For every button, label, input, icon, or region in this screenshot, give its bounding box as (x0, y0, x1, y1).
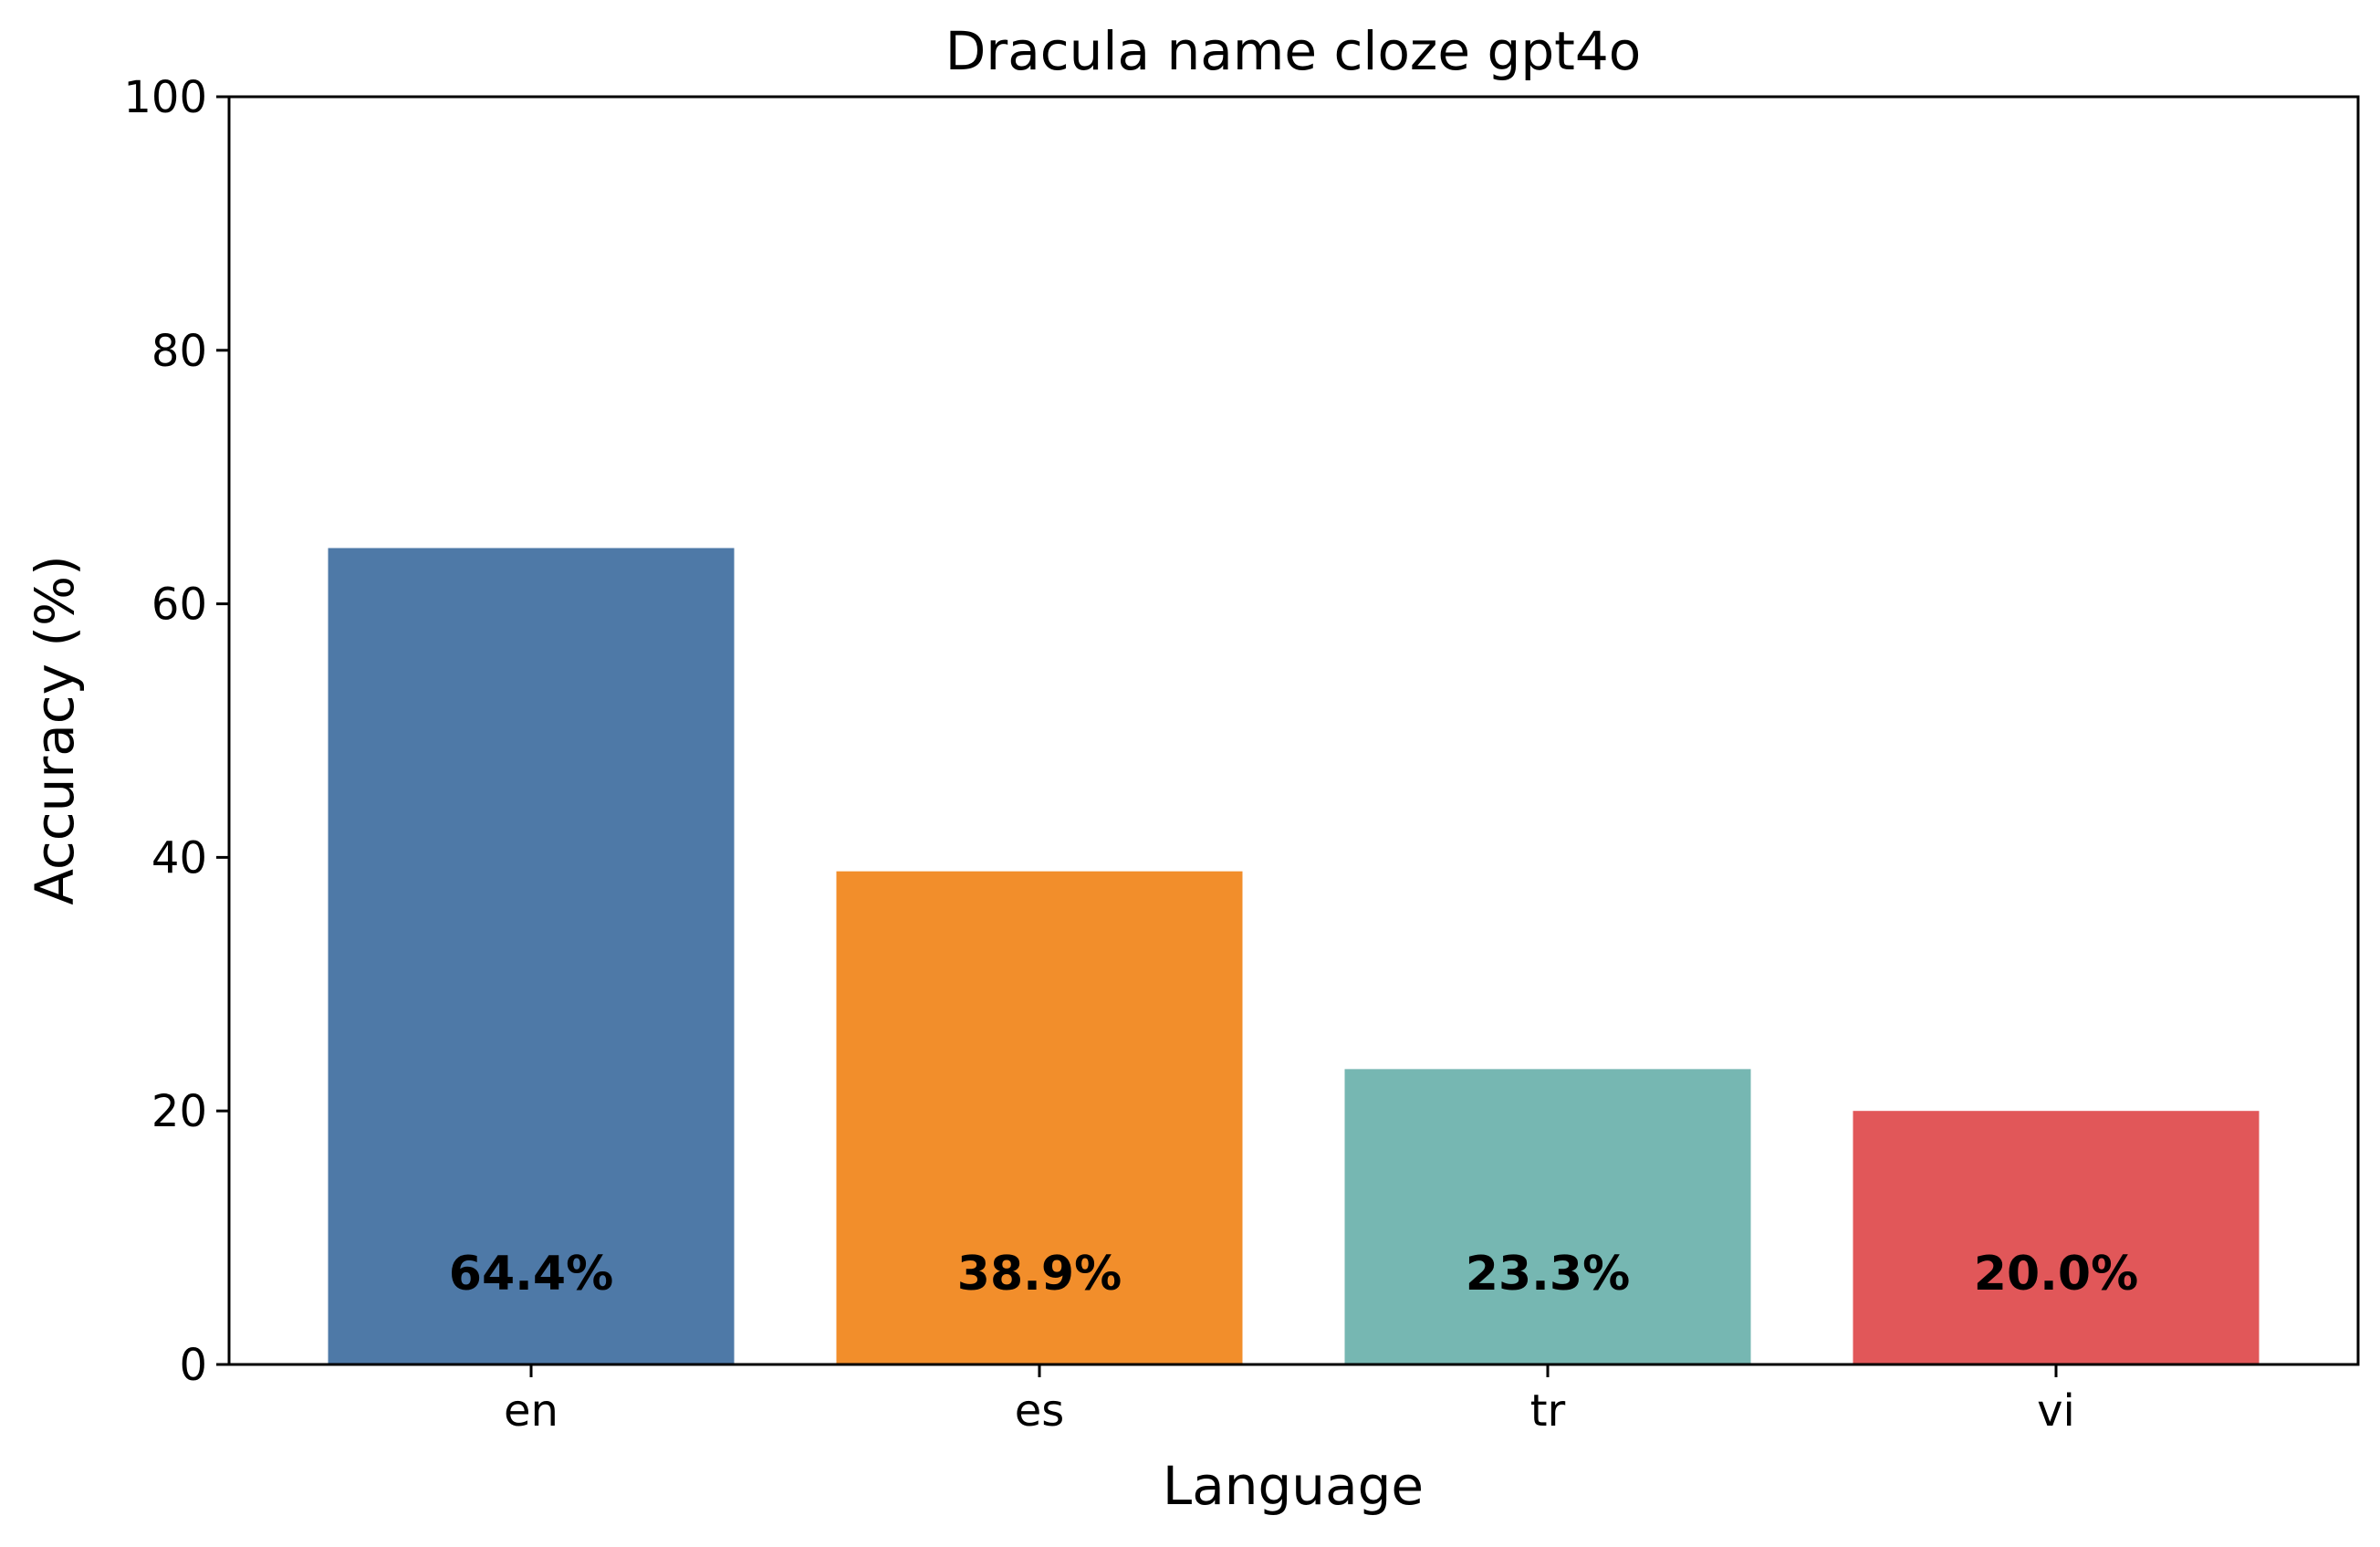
y-tick-label: 0 (179, 1340, 207, 1391)
bar-value-label: 38.9% (957, 1247, 1122, 1301)
bar-en (328, 548, 735, 1364)
plot-frame (227, 95, 2360, 1366)
y-axis-label: Accuracy (%) (24, 555, 86, 905)
x-tick-label: es (1015, 1385, 1065, 1437)
x-axis-label: Language (1163, 1455, 1424, 1517)
chart-title: Dracula name cloze gpt4o (945, 20, 1642, 82)
bar-es (836, 871, 1243, 1364)
bars-layer: 64.4% 38.9% 23.3% 20.0% (328, 548, 2260, 1364)
x-tick-label: en (504, 1385, 558, 1437)
y-tick-label: 20 (151, 1086, 207, 1137)
y-tick-label: 80 (151, 326, 207, 377)
y-tick-label: 60 (151, 580, 207, 631)
x-tick-label: tr (1530, 1385, 1566, 1437)
bar-tr (1344, 1069, 1751, 1364)
bar-value-label: 20.0% (1974, 1247, 2138, 1301)
y-tick-label: 40 (151, 832, 207, 883)
ticks-layer: 0 20 40 60 80 100 en es tr vi (123, 72, 2075, 1437)
bar-value-label: 23.3% (1466, 1247, 1630, 1301)
bar-value-label: 64.4% (449, 1247, 613, 1301)
y-tick-label: 100 (123, 72, 207, 123)
x-tick-label: vi (2037, 1385, 2075, 1437)
bar-vi (1853, 1111, 2260, 1364)
